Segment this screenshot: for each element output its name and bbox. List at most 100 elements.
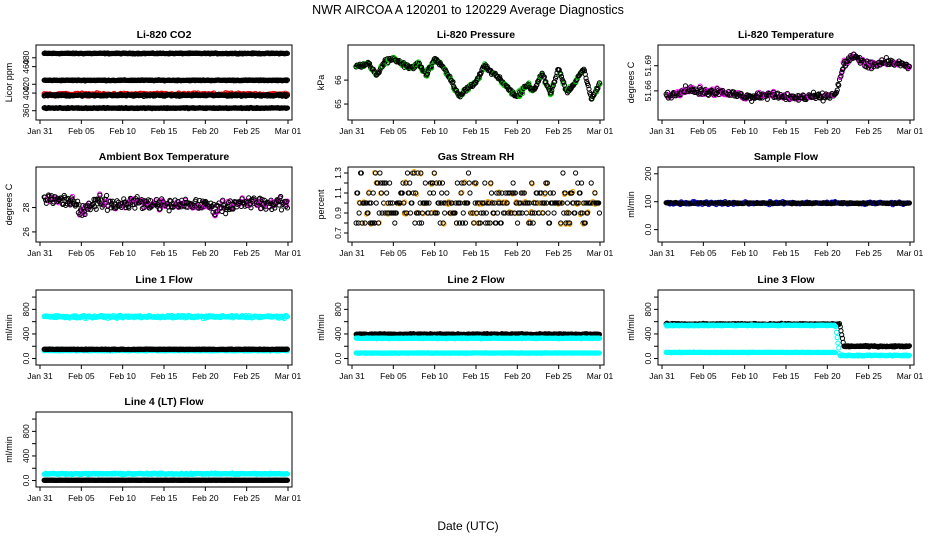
x-tick-label: Mar 01 (897, 248, 924, 258)
x-tick-label: Feb 25 (545, 126, 572, 136)
panel-title: Line 1 Flow (135, 274, 193, 286)
x-tick-label: Mar 01 (275, 126, 302, 136)
point (510, 180, 516, 186)
data-points (353, 54, 603, 102)
point (460, 210, 466, 216)
x-tick-label: Mar 01 (587, 126, 614, 136)
x-tick-label: Jan 31 (649, 248, 675, 258)
data-points (41, 50, 291, 112)
point (454, 180, 460, 186)
y-tick-label: 51.69 (643, 55, 653, 77)
point (356, 210, 362, 216)
data-points (663, 198, 913, 208)
x-tick-label: Feb 25 (233, 126, 260, 136)
point (284, 77, 291, 83)
data-points (41, 191, 291, 219)
y-tick-label: 0.9 (333, 207, 343, 219)
figure-title: NWR AIRCOA A 120201 to 120229 Average Di… (312, 3, 624, 17)
x-tick-label: Feb 05 (690, 248, 717, 258)
plot-frame (657, 44, 915, 121)
point (404, 170, 411, 176)
point (483, 210, 489, 216)
y-tick-label: 200 (643, 166, 653, 180)
x-tick-label: Feb 15 (773, 126, 800, 136)
x-tick-label: Feb 20 (192, 126, 219, 136)
point (370, 190, 376, 196)
point (284, 50, 291, 57)
point (278, 207, 285, 213)
point (545, 210, 551, 216)
x-tick-label: Jan 31 (27, 126, 53, 136)
panel-title: Sample Flow (754, 151, 819, 163)
point (560, 170, 566, 176)
point (596, 210, 603, 216)
x-tick-label: Feb 05 (380, 248, 407, 258)
x-tick-label: Feb 20 (504, 248, 531, 258)
x-axis: Jan 31 Feb 05 Feb 10 Feb 15 Feb 20 Feb 25 Mar … (27, 120, 301, 136)
point (550, 190, 556, 196)
point (465, 170, 472, 176)
data-points (663, 51, 913, 104)
point (467, 190, 473, 196)
x-axis: Jan 31 Feb 05 Feb 10 Feb 15 Feb 20 Feb 25 Mar … (649, 242, 923, 258)
x-tick-label: Feb 20 (192, 248, 219, 258)
x-tick-label: Feb 05 (380, 126, 407, 136)
y-axis-label: degrees C (626, 61, 636, 103)
y-axis-label: percent (316, 189, 326, 220)
x-tick-label: Mar 01 (897, 126, 924, 136)
y-tick-label: 480 (21, 50, 31, 64)
x-tick-label: Feb 10 (421, 126, 448, 136)
x-tick-label: Feb 15 (463, 248, 490, 258)
panel-title: Gas Stream RH (438, 151, 514, 163)
x-tick-label: Jan 31 (339, 126, 365, 136)
point (373, 200, 379, 206)
y-axis: 0.70.91.11.3 (333, 167, 348, 239)
point (588, 180, 594, 186)
x-tick-label: Feb 10 (109, 248, 136, 258)
x-tick-label: Feb 05 (68, 248, 95, 258)
data-points (41, 312, 291, 354)
panel-title: Ambient Box Temperature (99, 151, 230, 163)
y-axis-label: ml/min (626, 191, 636, 218)
x-tick-label: Feb 15 (773, 248, 800, 258)
point (104, 192, 110, 199)
point (442, 210, 448, 216)
point (377, 170, 383, 176)
x-tick-label: Mar 01 (275, 248, 302, 258)
x-tick-label: Feb 10 (731, 248, 758, 258)
y-tick-label: 1.1 (333, 187, 343, 199)
panel-title: Li-820 CO2 (137, 29, 192, 41)
point (439, 190, 445, 196)
x-tick-label: Feb 05 (690, 126, 717, 136)
x-axis: Jan 31 Feb 05 Feb 10 Feb 15 Feb 20 Feb 25 Mar … (339, 242, 613, 258)
x-tick-label: Feb 05 (68, 126, 95, 136)
point (284, 78, 290, 84)
y-tick-label: 51.66 (643, 80, 653, 102)
y-tick-label: 360 (21, 103, 31, 117)
x-axis: Jan 31 Feb 05 Feb 10 Feb 15 Feb 20 Feb 25 Mar … (339, 120, 613, 136)
point (466, 180, 472, 186)
x-tick-label: Feb 20 (814, 248, 841, 258)
x-tick-label: Feb 25 (545, 248, 572, 258)
x-tick-label: Feb 15 (151, 126, 178, 136)
x-tick-label: Feb 25 (855, 248, 882, 258)
x-tick-label: Feb 10 (731, 126, 758, 136)
panel-title: Li-820 Pressure (437, 29, 515, 41)
point (564, 200, 571, 206)
point (444, 190, 450, 196)
point (488, 190, 495, 196)
x-tick-label: Feb 20 (504, 126, 531, 136)
y-tick-label: 1.3 (333, 167, 343, 179)
point (482, 180, 488, 186)
x-axis-label: Date (UTC) (437, 519, 498, 533)
